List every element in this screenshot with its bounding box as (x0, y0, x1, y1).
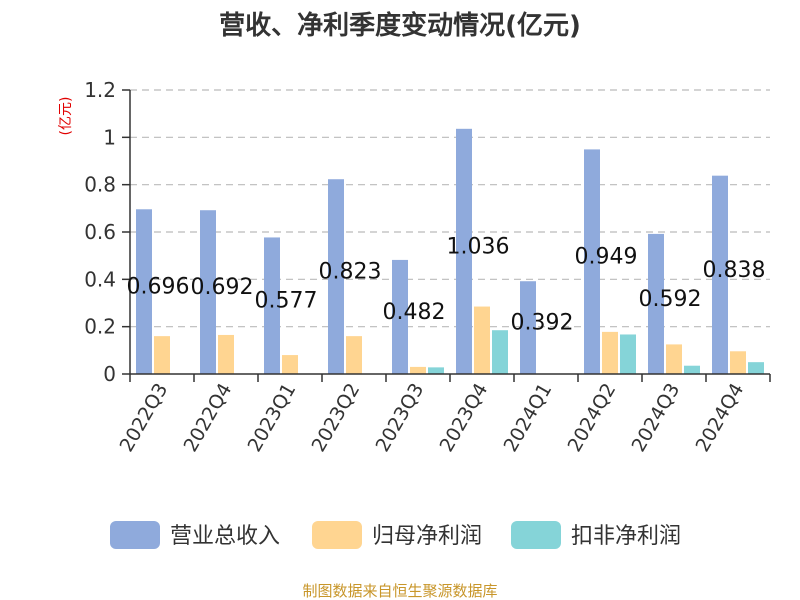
y-tick-label: 1 (103, 125, 116, 149)
bar-2022Q4-1 (218, 334, 234, 374)
y-axis-unit-label: (亿元) (58, 97, 74, 136)
data-label-revenue: 0.838 (703, 258, 766, 283)
x-axis-ticks: 2022Q3 2022Q4 2023Q1 2023Q2 2023Q3 2023Q4 2024… (116, 380, 749, 456)
data-label-revenue: 1.036 (447, 234, 510, 259)
bar-2024Q3-2 (684, 365, 700, 374)
bar-2023Q3-2 (428, 367, 444, 374)
legend-item-2[interactable]: 扣非净利润 (511, 521, 681, 549)
legend-swatch (312, 521, 362, 549)
bar-2024Q3-1 (666, 344, 682, 374)
axes (122, 89, 771, 382)
bar-2023Q3-1 (410, 366, 426, 374)
bar-2023Q4-2 (492, 330, 508, 374)
bars (136, 128, 764, 374)
y-tick-label: 0 (103, 362, 116, 386)
y-tick-label: 1.2 (84, 78, 116, 102)
legend-swatch (511, 521, 561, 549)
bar-2024Q2-2 (620, 334, 636, 374)
x-tick-label: 2023Q4 (436, 380, 493, 456)
bar-2024Q4-1 (730, 351, 746, 374)
bar-2023Q2-1 (346, 336, 362, 374)
bar-2022Q3-1 (154, 336, 170, 374)
x-tick-label: 2022Q4 (180, 380, 237, 456)
bar-2024Q1-0 (520, 281, 536, 374)
bar-2023Q1-1 (282, 355, 298, 374)
bar-2023Q4-0 (456, 128, 472, 374)
bar-2024Q2-0 (584, 149, 600, 374)
legend-swatch (110, 521, 160, 549)
data-label-revenue: 0.592 (639, 287, 702, 312)
legend[interactable]: 营业总收入 归母净利润 扣非净利润 (110, 521, 681, 549)
x-tick-label: 2024Q2 (564, 380, 621, 456)
y-tick-label: 0.4 (84, 267, 116, 291)
x-tick-label: 2024Q3 (628, 380, 685, 456)
data-label-revenue: 0.482 (383, 300, 446, 325)
x-tick-label: 2023Q2 (308, 380, 365, 456)
chart-title: 营收、净利季度变动情况(亿元) (219, 10, 581, 41)
data-label-revenue: 0.696 (127, 275, 190, 300)
x-tick-label: 2023Q1 (244, 380, 301, 456)
x-tick-label: 2024Q4 (692, 380, 749, 456)
bar-2023Q1-0 (264, 237, 280, 374)
data-label-revenue: 0.577 (255, 289, 318, 314)
data-label-revenue: 0.692 (191, 275, 254, 300)
data-label-revenue: 0.392 (511, 311, 574, 336)
bar-2022Q3-0 (136, 209, 152, 374)
bar-2024Q2-1 (602, 331, 618, 374)
y-tick-label: 0.2 (84, 315, 116, 339)
y-tick-label: 0.8 (84, 173, 116, 197)
bar-2022Q4-0 (200, 210, 216, 374)
legend-label: 扣非净利润 (571, 524, 681, 549)
bar-2023Q2-0 (328, 179, 344, 374)
bar-2024Q3-0 (648, 233, 664, 374)
x-tick-label: 2022Q3 (116, 380, 173, 456)
y-axis-ticks: 0 0.2 0.4 0.6 0.8 1 1.2 (84, 78, 116, 386)
data-label-revenue: 0.949 (575, 245, 638, 270)
x-tick-label: 2023Q3 (372, 380, 429, 456)
bar-2024Q4-0 (712, 175, 728, 374)
legend-item-1[interactable]: 归母净利润 (312, 521, 482, 549)
x-tick-label: 2024Q1 (500, 380, 557, 456)
legend-label: 营业总收入 (170, 524, 280, 549)
bar-2023Q4-1 (474, 306, 490, 374)
bar-2024Q4-2 (748, 362, 764, 374)
source-note: 制图数据来自恒生聚源数据库 (302, 582, 497, 600)
legend-item-0[interactable]: 营业总收入 (110, 521, 280, 549)
bar-2023Q3-0 (392, 259, 408, 374)
legend-label: 归母净利润 (372, 524, 482, 549)
y-tick-label: 0.6 (84, 220, 116, 244)
data-label-revenue: 0.823 (319, 260, 382, 285)
